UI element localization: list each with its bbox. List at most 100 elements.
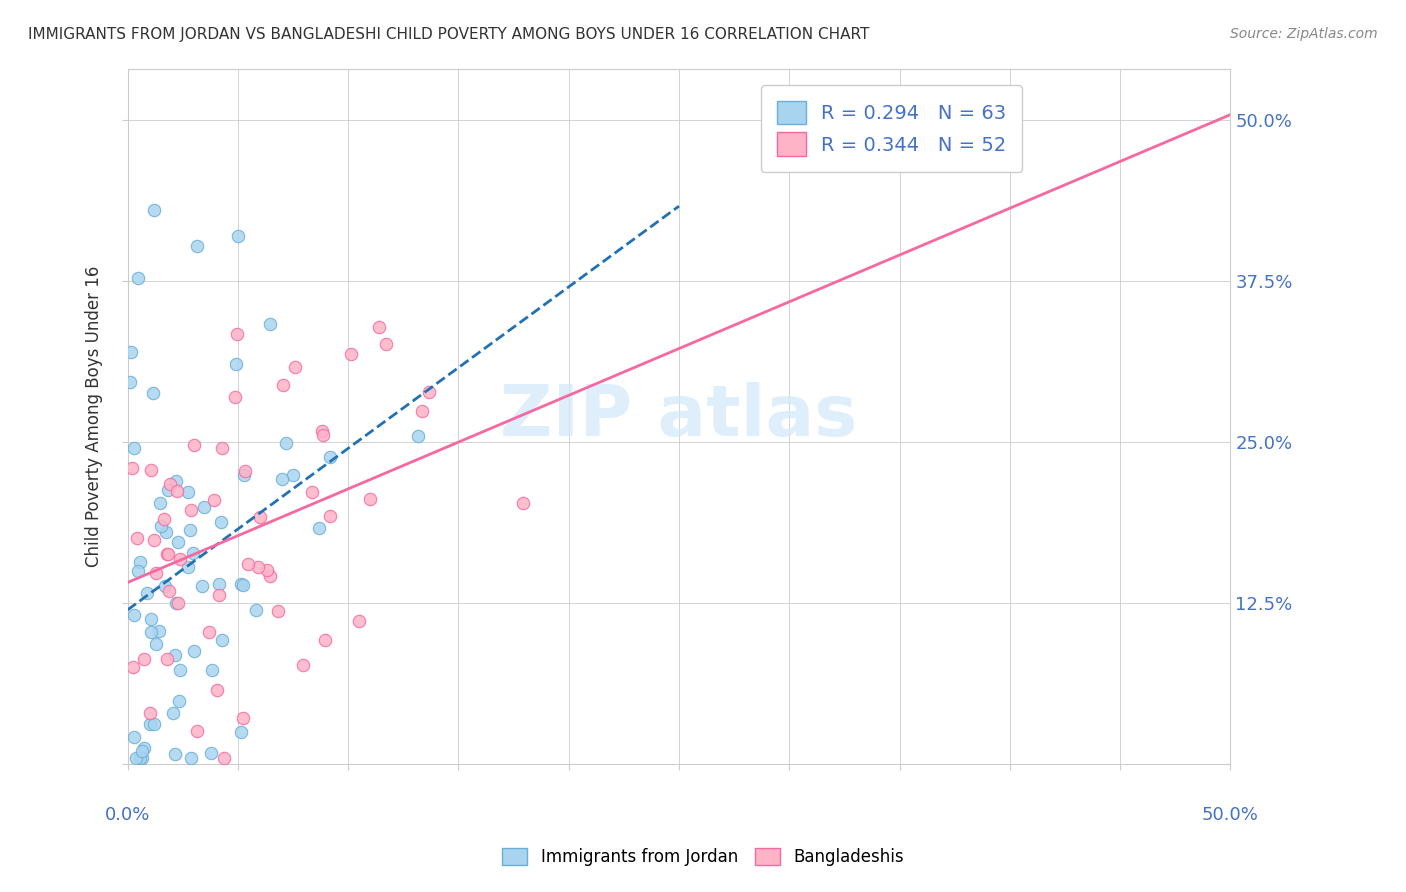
Point: [142, 717, 165, 731]
Point: [347, 614, 370, 628]
Point: [207, 682, 229, 697]
Point: [209, 515, 232, 529]
Point: [124, 751, 146, 765]
Point: [301, 485, 323, 500]
Point: [314, 633, 336, 648]
Point: [139, 706, 162, 721]
Point: [167, 535, 190, 549]
Text: 0.0%: 0.0%: [105, 806, 150, 824]
Text: IMMIGRANTS FROM JORDAN VS BANGLADESHI CHILD POVERTY AMONG BOYS UNDER 16 CORRELAT: IMMIGRANTS FROM JORDAN VS BANGLADESHI CH…: [28, 27, 869, 42]
Point: [141, 625, 163, 640]
Point: [229, 576, 252, 591]
Point: [149, 519, 172, 533]
Point: [256, 563, 278, 577]
Point: [148, 624, 170, 639]
Point: [155, 547, 177, 561]
Point: [166, 484, 188, 499]
Point: [228, 229, 250, 244]
Point: [359, 491, 381, 506]
Point: [142, 533, 165, 547]
Point: [145, 566, 167, 581]
Point: [247, 560, 270, 574]
Point: [224, 391, 246, 405]
Point: [128, 555, 150, 569]
Point: [156, 483, 179, 498]
Point: [167, 595, 190, 609]
Point: [159, 477, 181, 491]
Point: [245, 603, 267, 617]
Point: [155, 524, 177, 539]
Point: [232, 578, 254, 592]
Point: [162, 706, 184, 720]
Y-axis label: Child Poverty Among Boys Under 16: Child Poverty Among Boys Under 16: [86, 266, 103, 567]
Point: [165, 747, 187, 762]
Point: [125, 531, 148, 545]
Point: [179, 523, 201, 537]
Point: [319, 509, 342, 524]
Point: [186, 239, 208, 253]
Point: [340, 346, 363, 360]
Point: [308, 521, 330, 535]
Point: [145, 637, 167, 651]
Point: [198, 625, 221, 640]
Point: [208, 577, 231, 591]
Point: [259, 318, 281, 332]
Point: [249, 510, 271, 524]
Point: [152, 512, 174, 526]
Point: [201, 663, 224, 677]
Point: [273, 378, 295, 392]
Point: [418, 385, 440, 400]
Legend: Immigrants from Jordan, Bangladeshis: Immigrants from Jordan, Bangladeshis: [494, 840, 912, 875]
Point: [238, 557, 260, 571]
Point: [122, 607, 145, 622]
Point: [200, 747, 222, 761]
Point: [135, 585, 157, 599]
Point: [165, 648, 187, 663]
Point: [180, 751, 202, 765]
Point: [165, 596, 187, 610]
Point: [183, 438, 205, 452]
Point: [156, 652, 179, 666]
Point: [411, 404, 433, 418]
Point: [208, 588, 231, 602]
Point: [191, 579, 214, 593]
Point: [165, 474, 187, 488]
Point: [311, 425, 333, 439]
Point: [142, 386, 165, 401]
Point: [139, 612, 162, 626]
Point: [139, 717, 162, 731]
Point: [211, 441, 233, 455]
Point: [259, 569, 281, 583]
Point: [139, 463, 162, 477]
Point: [312, 428, 335, 442]
Point: [121, 460, 143, 475]
Point: [233, 467, 256, 482]
Point: [131, 751, 153, 765]
Point: [233, 464, 256, 478]
Legend: R = 0.294   N = 63, R = 0.344   N = 52: R = 0.294 N = 63, R = 0.344 N = 52: [761, 86, 1022, 171]
Point: [118, 375, 141, 389]
Point: [127, 564, 149, 578]
Point: [202, 492, 225, 507]
Point: [120, 344, 142, 359]
Point: [270, 472, 292, 486]
Point: [132, 652, 155, 666]
Point: [267, 604, 290, 618]
Text: Source: ZipAtlas.com: Source: ZipAtlas.com: [1230, 27, 1378, 41]
Point: [512, 496, 534, 510]
Point: [281, 467, 304, 482]
Point: [177, 559, 200, 574]
Point: [122, 730, 145, 744]
Point: [225, 327, 247, 342]
Point: [274, 436, 297, 450]
Point: [157, 583, 180, 598]
Point: [231, 725, 253, 739]
Point: [169, 663, 191, 677]
Point: [143, 203, 166, 218]
Point: [225, 358, 247, 372]
Point: [180, 503, 202, 517]
Text: 50.0%: 50.0%: [1202, 806, 1258, 824]
Point: [131, 743, 153, 757]
Point: [155, 579, 177, 593]
Point: [149, 496, 172, 510]
